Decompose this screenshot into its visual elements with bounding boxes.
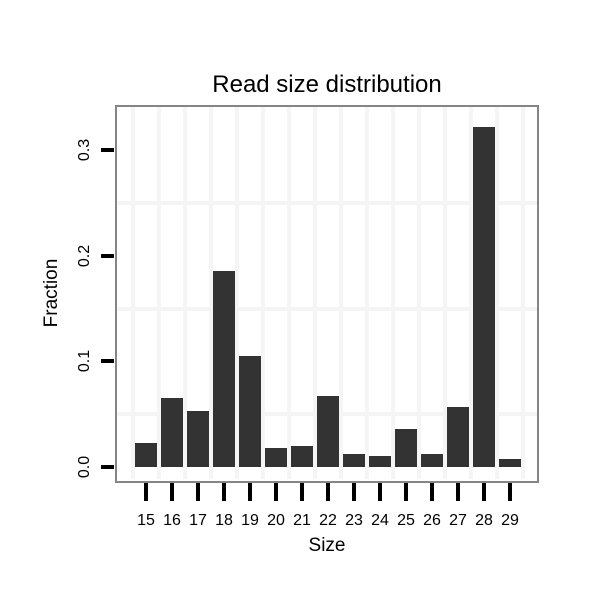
y-tick-label-0.1: 0.1 xyxy=(76,350,93,373)
x-tick-label-29: 29 xyxy=(501,512,519,529)
y-tick-0.0 xyxy=(101,465,114,469)
bar-20 xyxy=(265,448,287,467)
x-tick-27 xyxy=(456,482,460,501)
x-tick-19 xyxy=(248,482,252,501)
y-tick-label-0.2: 0.2 xyxy=(76,244,93,267)
x-tick-18 xyxy=(222,482,226,501)
bar-17 xyxy=(187,411,209,467)
bar-24 xyxy=(369,456,391,467)
x-tick-26 xyxy=(430,482,434,501)
bar-16 xyxy=(161,398,183,467)
v-gridline xyxy=(261,107,265,479)
x-tick-label-16: 16 xyxy=(163,512,181,529)
x-tick-label-28: 28 xyxy=(475,512,493,529)
y-axis-label: Fraction xyxy=(41,258,62,328)
v-gridline xyxy=(157,107,161,479)
x-tick-25 xyxy=(404,482,408,501)
x-tick-29 xyxy=(508,482,512,501)
bar-19 xyxy=(239,356,261,467)
x-tick-24 xyxy=(378,482,382,501)
x-tick-label-17: 17 xyxy=(189,512,207,529)
x-tick-22 xyxy=(326,482,330,501)
x-tick-17 xyxy=(196,482,200,501)
bar-23 xyxy=(343,454,365,467)
x-tick-21 xyxy=(300,482,304,501)
bar-18 xyxy=(213,271,235,467)
x-tick-20 xyxy=(274,482,278,501)
y-tick-0.1 xyxy=(101,359,114,364)
bar-27 xyxy=(447,407,469,467)
x-tick-label-22: 22 xyxy=(319,512,337,529)
v-gridline xyxy=(131,107,135,479)
plot-panel xyxy=(115,105,539,483)
x-tick-16 xyxy=(170,482,174,501)
v-gridline xyxy=(469,107,473,479)
x-axis-label: Size xyxy=(308,535,346,556)
y-tick-label-0.3: 0.3 xyxy=(76,139,93,162)
bar-26 xyxy=(421,454,443,467)
x-tick-label-23: 23 xyxy=(345,512,363,529)
x-tick-label-18: 18 xyxy=(215,512,233,529)
bar-22 xyxy=(317,396,339,467)
v-gridline xyxy=(443,107,447,479)
x-tick-label-24: 24 xyxy=(371,512,389,529)
v-gridline xyxy=(287,107,291,479)
v-gridline xyxy=(417,107,421,479)
x-tick-label-20: 20 xyxy=(267,512,285,529)
x-tick-label-27: 27 xyxy=(449,512,467,529)
h-gridline xyxy=(117,201,537,205)
y-tick-0.3 xyxy=(101,148,114,153)
v-gridline xyxy=(391,107,395,479)
y-tick-0.2 xyxy=(101,253,114,258)
x-tick-label-15: 15 xyxy=(137,512,155,529)
v-gridline xyxy=(365,107,369,479)
v-gridline xyxy=(235,107,239,479)
v-gridline xyxy=(339,107,343,479)
v-gridline xyxy=(521,107,525,479)
v-gridline xyxy=(183,107,187,479)
bar-28 xyxy=(473,127,495,467)
bar-25 xyxy=(395,429,417,467)
bar-21 xyxy=(291,446,313,467)
v-gridline xyxy=(209,107,213,479)
x-tick-label-25: 25 xyxy=(397,512,415,529)
x-tick-15 xyxy=(144,482,148,501)
v-gridline xyxy=(313,107,317,479)
bar-29 xyxy=(499,459,521,467)
x-tick-label-21: 21 xyxy=(293,512,311,529)
x-tick-label-26: 26 xyxy=(423,512,441,529)
x-tick-28 xyxy=(482,482,486,501)
y-tick-label-0.0: 0.0 xyxy=(76,455,93,479)
chart-title: Read size distribution xyxy=(212,71,442,98)
v-gridline xyxy=(495,107,499,479)
h-gridline xyxy=(117,306,537,311)
bar-15 xyxy=(135,443,157,467)
x-tick-23 xyxy=(352,482,356,501)
x-tick-label-19: 19 xyxy=(241,512,259,529)
